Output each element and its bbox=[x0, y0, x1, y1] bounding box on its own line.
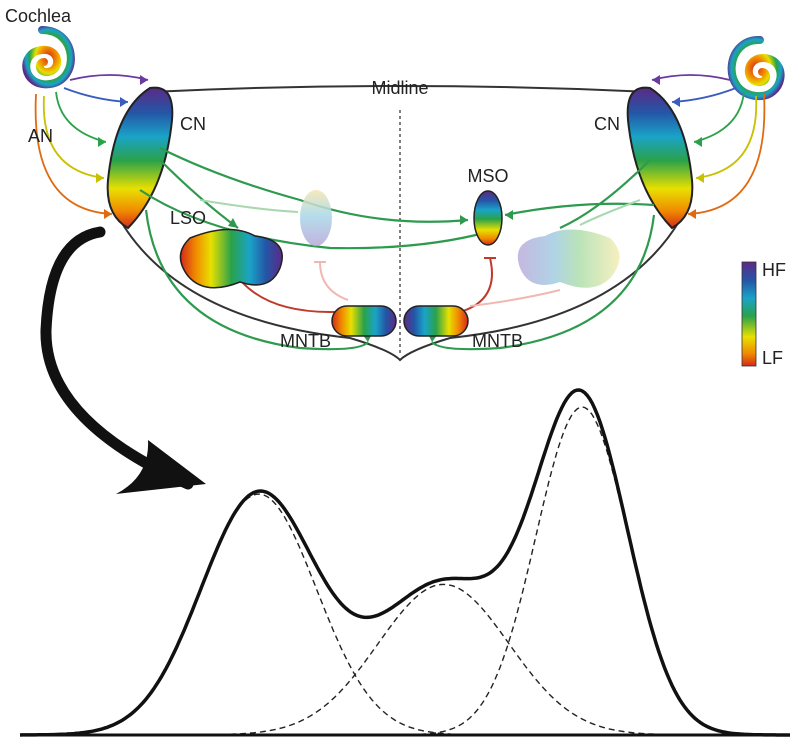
mntb-right bbox=[403, 305, 469, 337]
curved-arrow bbox=[40, 226, 194, 490]
auditory-nerve-left bbox=[34, 74, 149, 219]
legend-high-label: HF bbox=[762, 260, 786, 280]
cochlea-right bbox=[727, 36, 785, 101]
mixture-sum-curve bbox=[19, 388, 790, 737]
legend-low-label: LF bbox=[762, 348, 783, 368]
mso-right bbox=[473, 190, 503, 246]
gaussian-component-1 bbox=[19, 493, 790, 736]
lso-right bbox=[517, 229, 620, 288]
midline-label: Midline bbox=[371, 78, 428, 98]
mntb-left-label: MNTB bbox=[280, 331, 331, 351]
lso-label: LSO bbox=[170, 208, 206, 228]
brainstem-outline bbox=[118, 85, 682, 362]
cn-right-label: CN bbox=[594, 114, 620, 134]
mso-label: MSO bbox=[467, 166, 508, 186]
tonotopic-legend-bar bbox=[741, 261, 757, 367]
gaussian-mixture bbox=[19, 388, 790, 737]
arrowhead-icon bbox=[116, 440, 206, 494]
an-label: AN bbox=[28, 126, 53, 146]
cochlear-nucleus-right bbox=[626, 86, 694, 230]
cochlea-label: Cochlea bbox=[5, 6, 72, 26]
mntb-right-label: MNTB bbox=[472, 331, 523, 351]
cn-left-label: CN bbox=[180, 114, 206, 134]
excitatory-projections bbox=[139, 147, 656, 351]
faint-projections bbox=[199, 199, 641, 226]
mntb-left bbox=[331, 305, 397, 337]
mso-left bbox=[300, 190, 332, 246]
auditory-nerve-right bbox=[651, 74, 766, 219]
lso-left bbox=[179, 228, 283, 289]
cochlea-left bbox=[22, 26, 75, 89]
inhibitory-projections bbox=[241, 257, 561, 314]
cochlear-nucleus-left bbox=[106, 86, 174, 230]
